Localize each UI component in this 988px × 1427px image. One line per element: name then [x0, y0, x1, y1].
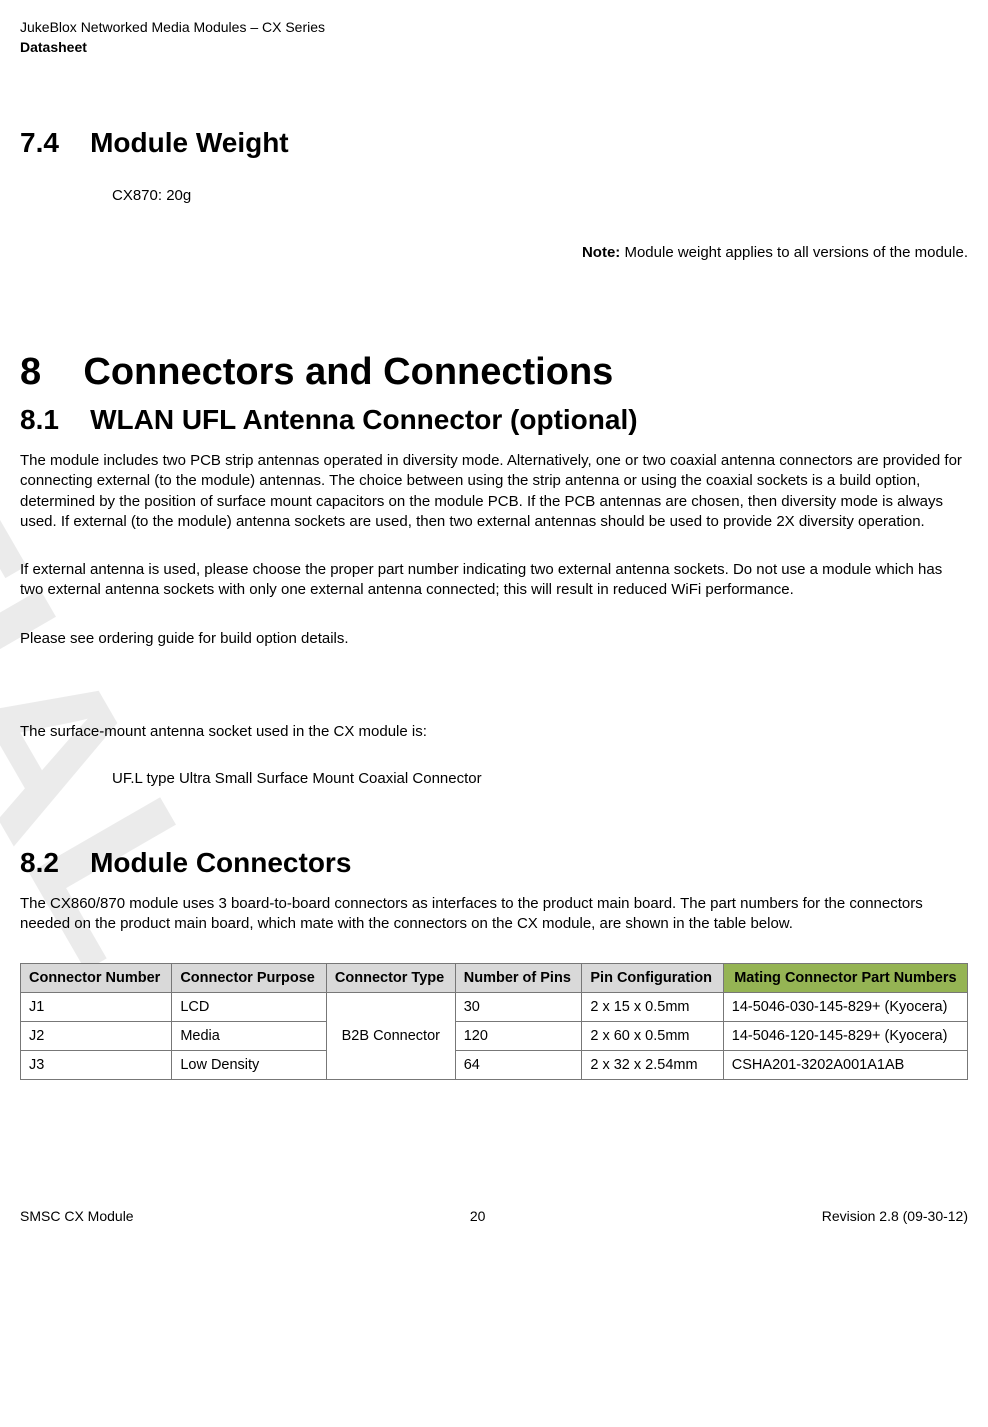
section-8-1-para3: Please see ordering guide for build opti… [20, 629, 968, 649]
cell-mating-part: 14-5046-120-145-829+ (Kyocera) [723, 1021, 967, 1050]
cell-mating-part: 14-5046-030-145-829+ (Kyocera) [723, 992, 967, 1021]
doc-header: JukeBlox Networked Media Modules – CX Se… [20, 18, 968, 57]
cell-pin-configuration: 2 x 60 x 0.5mm [582, 1021, 723, 1050]
cell-connector-number: J1 [21, 992, 172, 1021]
cell-pin-configuration: 2 x 32 x 2.54mm [582, 1050, 723, 1079]
section-8-1-para4: The surface-mount antenna socket used in… [20, 722, 968, 742]
note-text: Module weight applies to all versions of… [620, 244, 968, 261]
cell-mating-part: CSHA201-3202A001A1AB [723, 1050, 967, 1079]
table-row: J2 Media 120 2 x 60 x 0.5mm 14-5046-120-… [21, 1021, 968, 1050]
table-header-row: Connector Number Connector Purpose Conne… [21, 963, 968, 992]
spacer [20, 677, 968, 707]
header-product-line: JukeBlox Networked Media Modules – CX Se… [20, 18, 968, 38]
footer-left: SMSC CX Module [20, 1208, 134, 1224]
footer-page-number: 20 [470, 1208, 486, 1224]
module-weight-value: CX870: 20g [112, 187, 968, 204]
connector-table: Connector Number Connector Purpose Conne… [20, 963, 968, 1080]
header-doc-type: Datasheet [20, 38, 968, 58]
section-8-2-intro: The CX860/870 module uses 3 board-to-boa… [20, 894, 968, 935]
footer-revision: Revision 2.8 (09-30-12) [822, 1208, 968, 1224]
section-8-2-title: Module Connectors [90, 847, 351, 878]
module-weight-note: Note: Module weight applies to all versi… [20, 244, 968, 261]
page-content: JukeBlox Networked Media Modules – CX Se… [0, 0, 988, 1242]
section-8-1-para2: If external antenna is used, please choo… [20, 560, 968, 601]
col-connector-number: Connector Number [21, 963, 172, 992]
section-8-1-title: WLAN UFL Antenna Connector (optional) [90, 404, 638, 435]
col-connector-purpose: Connector Purpose [172, 963, 327, 992]
page-footer: SMSC CX Module 20 Revision 2.8 (09-30-12… [20, 1200, 968, 1224]
section-7-4-number: 7.4 [20, 127, 59, 158]
cell-connector-number: J3 [21, 1050, 172, 1079]
cell-connector-number: J2 [21, 1021, 172, 1050]
section-8-1-number: 8.1 [20, 404, 59, 435]
table-row: J1 LCD B2B Connector 30 2 x 15 x 0.5mm 1… [21, 992, 968, 1021]
chapter-8-heading: 8 Connectors and Connections [20, 351, 968, 394]
col-connector-type: Connector Type [326, 963, 455, 992]
cell-connector-purpose: Media [172, 1021, 327, 1050]
cell-connector-type-merged: B2B Connector [326, 992, 455, 1079]
cell-number-of-pins: 30 [455, 992, 582, 1021]
col-number-of-pins: Number of Pins [455, 963, 582, 992]
section-8-1-heading: 8.1 WLAN UFL Antenna Connector (optional… [20, 404, 968, 436]
antenna-socket-type: UF.L type Ultra Small Surface Mount Coax… [112, 770, 968, 787]
connector-table-head: Connector Number Connector Purpose Conne… [21, 963, 968, 992]
cell-connector-purpose: Low Density [172, 1050, 327, 1079]
chapter-8-title: Connectors and Connections [83, 351, 613, 393]
connector-table-body: J1 LCD B2B Connector 30 2 x 15 x 0.5mm 1… [21, 992, 968, 1079]
section-8-2-number: 8.2 [20, 847, 59, 878]
table-row: J3 Low Density 64 2 x 32 x 2.54mm CSHA20… [21, 1050, 968, 1079]
chapter-8-number: 8 [20, 351, 41, 393]
section-8-2-heading: 8.2 Module Connectors [20, 847, 968, 879]
col-pin-configuration: Pin Configuration [582, 963, 723, 992]
note-label: Note: [582, 244, 620, 261]
section-7-4-title: Module Weight [90, 127, 289, 158]
section-7-4-heading: 7.4 Module Weight [20, 127, 968, 159]
cell-pin-configuration: 2 x 15 x 0.5mm [582, 992, 723, 1021]
cell-number-of-pins: 120 [455, 1021, 582, 1050]
section-8-1-para1: The module includes two PCB strip antenn… [20, 451, 968, 532]
col-mating-part-numbers: Mating Connector Part Numbers [723, 963, 967, 992]
cell-connector-purpose: LCD [172, 992, 327, 1021]
cell-number-of-pins: 64 [455, 1050, 582, 1079]
